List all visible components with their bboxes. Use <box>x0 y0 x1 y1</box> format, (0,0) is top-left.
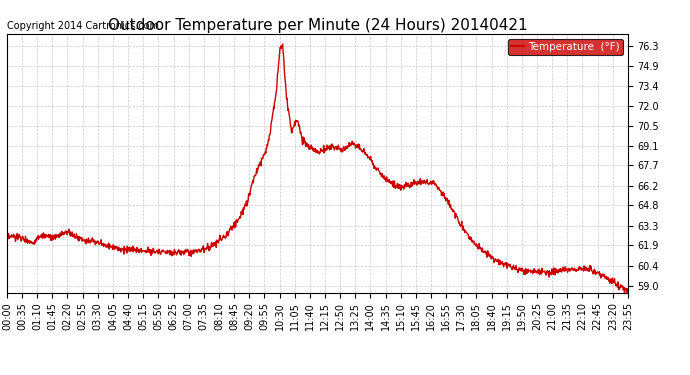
Title: Outdoor Temperature per Minute (24 Hours) 20140421: Outdoor Temperature per Minute (24 Hours… <box>108 18 527 33</box>
Legend: Temperature  (°F): Temperature (°F) <box>508 39 622 55</box>
Text: Copyright 2014 Cartronics.com: Copyright 2014 Cartronics.com <box>7 21 159 31</box>
